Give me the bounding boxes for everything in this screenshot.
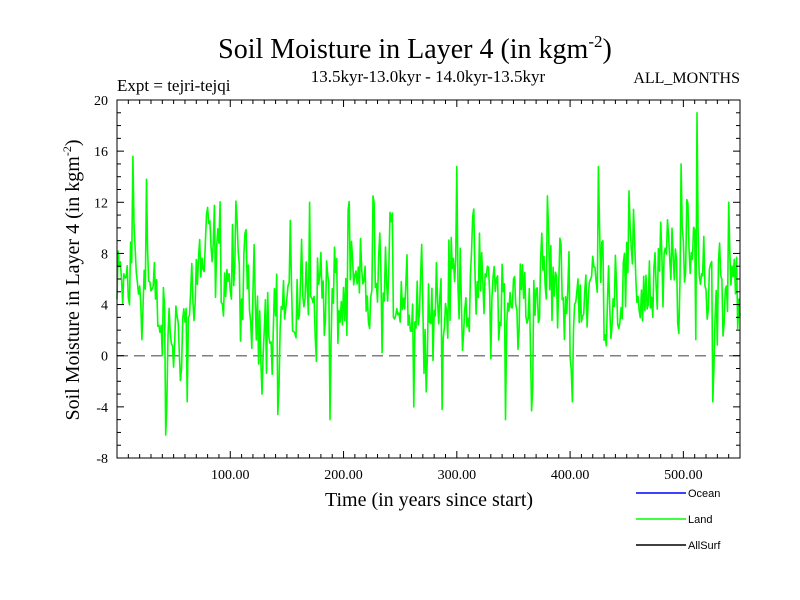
legend-label-ocean: Ocean <box>688 488 720 500</box>
y-tick-label: -8 <box>96 452 108 467</box>
y-tick-label: 12 <box>94 196 108 211</box>
months-label: ALL_MONTHS <box>633 70 740 87</box>
x-tick-label: 100.00 <box>211 468 250 483</box>
chart-subtitle: 13.5kyr-13.0kyr - 14.0kyr-13.5kyr <box>311 67 546 86</box>
y-tick-label: 8 <box>101 247 108 262</box>
y-axis-label: Soil Moisture in Layer 4 (in kgm-2) <box>60 139 84 420</box>
x-tick-label: 200.00 <box>324 468 363 483</box>
expt-label: Expt = tejri-tejqi <box>117 76 231 95</box>
legend: Ocean Land AllSurf <box>636 488 721 552</box>
y-tick-label: -4 <box>96 401 108 416</box>
y-tick-label: 16 <box>94 145 108 160</box>
series-line-land <box>116 112 741 436</box>
axis-ticks: -8 -4 0 4 8 12 16 20 100.00 200.00 300.00 400.00 500… <box>94 94 740 483</box>
x-tick-label: 500.00 <box>664 468 703 483</box>
chart-title: Soil Moisture in Layer 4 (in kgm-2) <box>218 32 612 65</box>
x-tick-label: 300.00 <box>438 468 477 483</box>
y-tick-label: 0 <box>101 350 108 365</box>
legend-label-land: Land <box>688 514 712 526</box>
plot-area <box>116 99 741 459</box>
y-tick-label: 20 <box>94 94 108 109</box>
x-tick-label: 400.00 <box>551 468 590 483</box>
legend-label-allsurf: AllSurf <box>688 540 721 552</box>
y-tick-label: 4 <box>101 299 108 314</box>
x-axis-label: Time (in years since start) <box>325 489 533 511</box>
